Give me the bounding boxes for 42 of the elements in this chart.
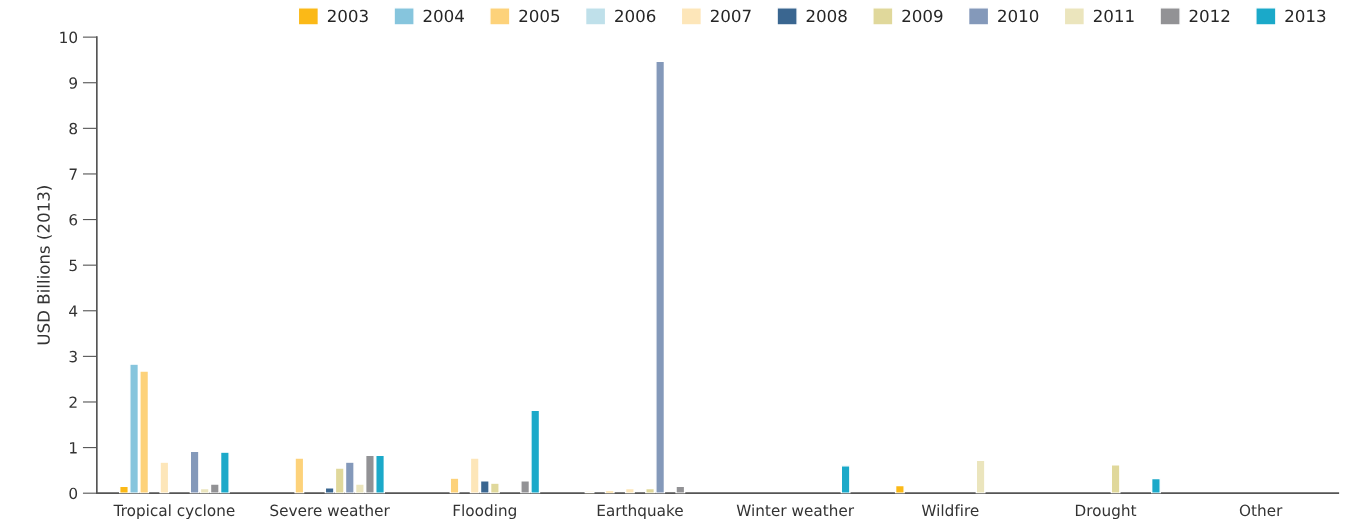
legend-label: 2013 bbox=[1285, 9, 1326, 23]
y-tick-label: 3 bbox=[69, 350, 77, 363]
legend-label: 2012 bbox=[1189, 9, 1230, 23]
y-tick-label: 0 bbox=[69, 487, 78, 500]
x-tick-label: Drought bbox=[1075, 504, 1137, 520]
bar bbox=[975, 459, 986, 494]
y-tick-label: 8 bbox=[69, 122, 78, 135]
y-tick-label: 5 bbox=[69, 259, 77, 272]
y-axis-title: USD Billions (2013) bbox=[36, 186, 52, 345]
y-tick-label: 6 bbox=[69, 214, 78, 226]
legend-label: 2011 bbox=[1093, 9, 1134, 23]
y-tick-label: 10 bbox=[60, 31, 78, 44]
x-tick-label: Tropical cyclone bbox=[113, 504, 235, 520]
bar bbox=[840, 465, 851, 494]
x-tick-label: Other bbox=[1239, 504, 1283, 517]
legend-label: 2009 bbox=[902, 9, 943, 23]
y-tick-label: 1 bbox=[70, 442, 77, 454]
x-tick-label: Severe weather bbox=[270, 504, 390, 517]
x-tick-label: Winter weather bbox=[736, 504, 855, 517]
bar bbox=[1110, 464, 1121, 494]
legend-label: 2005 bbox=[519, 9, 560, 23]
bar bbox=[449, 477, 460, 494]
bar bbox=[624, 487, 635, 494]
legend-label: 2007 bbox=[710, 9, 751, 23]
x-tick-label: Flooding bbox=[453, 504, 516, 520]
x-tick-label: Earthquake bbox=[597, 504, 683, 520]
legend-label: 2010 bbox=[998, 9, 1039, 23]
legend-label: 2008 bbox=[806, 9, 847, 23]
bar bbox=[159, 461, 170, 494]
legend-label: 2006 bbox=[615, 9, 656, 23]
y-tick-label: 4 bbox=[69, 305, 78, 317]
y-tick-label: 2 bbox=[69, 396, 77, 408]
bar bbox=[894, 484, 905, 494]
x-tick-label: Wildfire bbox=[921, 504, 979, 517]
y-tick-label: 7 bbox=[69, 168, 77, 180]
bar bbox=[675, 485, 686, 494]
bar bbox=[604, 490, 615, 494]
legend-label: 2004 bbox=[423, 9, 464, 23]
y-tick-label: 9 bbox=[69, 77, 78, 89]
bar bbox=[294, 457, 305, 494]
bar bbox=[1150, 477, 1161, 494]
legend-label: 2003 bbox=[327, 9, 368, 23]
